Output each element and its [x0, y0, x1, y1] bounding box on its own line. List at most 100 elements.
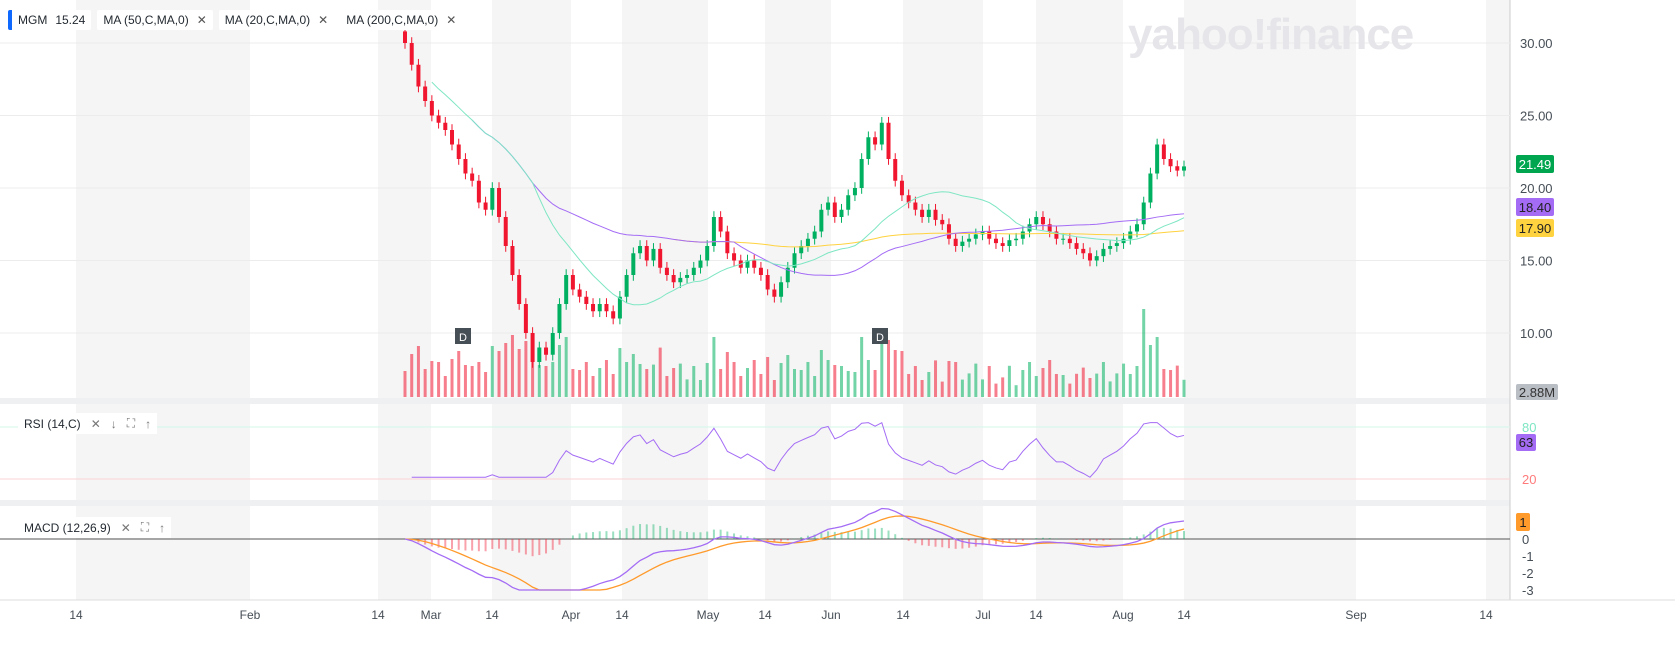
- macd-histogram-bar: [585, 532, 588, 539]
- macd-tick-label: -2: [1522, 566, 1534, 581]
- candle-body: [993, 238, 998, 244]
- volume-bar: [779, 363, 783, 397]
- volume-bar: [1001, 377, 1005, 397]
- panel-divider: [0, 398, 1510, 404]
- macd-histogram-bar: [813, 534, 816, 539]
- volume-bar: [1028, 362, 1032, 397]
- candle-body: [819, 209, 824, 232]
- volume-bar: [504, 343, 508, 397]
- volume-bar: [618, 348, 622, 397]
- volume-bar: [1054, 374, 1058, 397]
- volume-bar: [678, 363, 682, 397]
- close-icon[interactable]: ✕: [446, 13, 457, 27]
- volume-bar: [631, 354, 635, 397]
- volume-bar: [591, 376, 595, 397]
- macd-histogram-bar: [511, 539, 514, 551]
- macd-histogram-bar: [961, 539, 964, 549]
- ma200-price-tag: 17.90: [1519, 221, 1552, 236]
- candle-body: [980, 231, 985, 235]
- macd-histogram-bar: [538, 539, 541, 556]
- volume-bar: [974, 363, 978, 397]
- macd-histogram-bar: [444, 539, 447, 549]
- volume-bar: [450, 359, 454, 397]
- macd-histogram-bar: [907, 539, 910, 541]
- x-tick-label: 14: [1479, 608, 1493, 622]
- volume-bar: [457, 351, 461, 397]
- candle-body: [483, 202, 488, 210]
- volume-bar: [712, 337, 716, 397]
- close-icon[interactable]: ✕: [90, 416, 101, 431]
- volume-bar: [598, 368, 602, 397]
- ma20-chip[interactable]: MA (20,C,MA,0) ✕: [218, 10, 335, 30]
- candle-body: [1168, 159, 1173, 167]
- move-up-icon[interactable]: ↑: [159, 520, 166, 535]
- volume-bar: [739, 376, 743, 397]
- macd-histogram-bar: [827, 531, 830, 539]
- candle-body: [698, 260, 703, 268]
- volume-bar: [1088, 378, 1092, 397]
- y-tick-label: 25.00: [1520, 109, 1553, 124]
- macd-histogram-bar: [531, 539, 534, 557]
- close-icon[interactable]: ✕: [196, 13, 207, 27]
- x-tick-label: 14: [1029, 608, 1043, 622]
- candle-body: [906, 195, 911, 203]
- macd-histogram-bar: [981, 539, 984, 546]
- candle-body: [987, 231, 992, 239]
- candle-body: [429, 101, 434, 116]
- macd-histogram-bar: [840, 532, 843, 539]
- volume-bar: [1095, 373, 1099, 397]
- candle-body: [1054, 231, 1059, 239]
- symbol-chip[interactable]: MGM 15.24: [8, 10, 92, 30]
- x-tick-label: May: [697, 608, 720, 622]
- candle-body: [1020, 231, 1025, 239]
- volume-bar: [604, 360, 608, 397]
- volume-tag: 2.88M: [1519, 385, 1555, 400]
- candle-body: [1182, 166, 1186, 171]
- volume-bar: [692, 366, 696, 397]
- volume-bar: [1007, 365, 1011, 397]
- close-icon[interactable]: ✕: [318, 13, 329, 27]
- move-down-icon[interactable]: ↓: [110, 416, 117, 431]
- volume-bar: [1162, 369, 1166, 397]
- ma50-chip[interactable]: MA (50,C,MA,0) ✕: [97, 10, 213, 30]
- candle-body: [671, 275, 676, 283]
- volume-bar: [1041, 368, 1045, 397]
- volume-bar: [1068, 383, 1072, 397]
- background-band: [1036, 0, 1123, 600]
- candle-body: [577, 289, 582, 297]
- candle-body: [530, 333, 535, 362]
- candle-body: [1114, 243, 1119, 246]
- volume-bar: [497, 351, 501, 397]
- expand-icon[interactable]: ⛶: [140, 520, 150, 534]
- ma200-chip[interactable]: MA (200,C,MA,0) ✕: [340, 10, 463, 30]
- macd-histogram-bar: [665, 527, 668, 539]
- volume-bar: [860, 337, 864, 397]
- macd-histogram-bar: [659, 525, 662, 539]
- expand-icon[interactable]: ⛶: [126, 416, 136, 430]
- volume-bar: [732, 362, 736, 397]
- volume-bar: [833, 365, 837, 397]
- volume-bar: [766, 357, 770, 397]
- x-tick-label: 14: [485, 608, 499, 622]
- macd-histogram-bar: [974, 539, 977, 547]
- candle-body: [1155, 144, 1160, 174]
- macd-histogram-bar: [820, 532, 823, 539]
- candle-body: [758, 267, 763, 275]
- volume-bar: [745, 368, 749, 397]
- volume-bar: [551, 362, 555, 397]
- volume-bar: [1021, 370, 1025, 397]
- candle-body: [476, 180, 481, 203]
- x-tick-label: Mar: [421, 608, 442, 622]
- volume-bar: [1122, 363, 1126, 397]
- volume-bar: [1155, 337, 1159, 397]
- volume-bar: [544, 366, 548, 397]
- close-icon[interactable]: ✕: [120, 520, 131, 535]
- volume-bar: [853, 372, 857, 397]
- candle-body: [940, 219, 945, 225]
- move-up-icon[interactable]: ↑: [145, 416, 152, 431]
- candle-body: [1087, 253, 1092, 261]
- macd-histogram-bar: [1183, 531, 1185, 539]
- macd-histogram-bar: [639, 524, 642, 539]
